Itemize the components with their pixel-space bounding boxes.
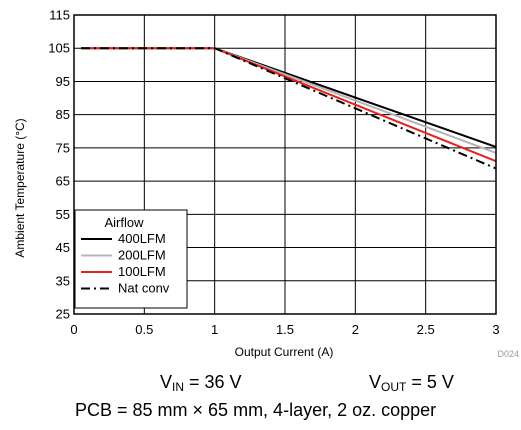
series-lines bbox=[81, 47, 497, 170]
y-tick-label: 85 bbox=[56, 107, 70, 122]
vin-subscript: IN bbox=[172, 380, 185, 394]
vin-value: = 36 V bbox=[184, 372, 242, 392]
x-tick-label: 2 bbox=[352, 322, 359, 337]
vin-symbol: V bbox=[160, 372, 173, 392]
x-tick-label: 3 bbox=[492, 322, 499, 337]
legend-label: 400LFM bbox=[118, 231, 166, 246]
y-tick-label: 45 bbox=[56, 240, 70, 255]
vout-subscript: OUT bbox=[381, 380, 407, 394]
series-line-100lfm bbox=[81, 47, 497, 163]
pcb-caption: PCB = 85 mm × 65 mm, 4-layer, 2 oz. copp… bbox=[75, 400, 437, 420]
legend-label: Nat conv bbox=[118, 281, 170, 296]
x-tick-label: 0 bbox=[70, 322, 77, 337]
vin-caption: VIN = 36 V bbox=[160, 372, 242, 394]
series-line-400lfm bbox=[81, 47, 497, 148]
vout-symbol: V bbox=[369, 372, 382, 392]
series-line-nat-conv bbox=[81, 47, 497, 170]
y-tick-label: 95 bbox=[56, 74, 70, 89]
legend-title: Airflow bbox=[104, 215, 144, 230]
y-tick-label: 115 bbox=[49, 8, 70, 23]
y-axis-label: Ambient Temperature (°C) bbox=[13, 118, 27, 257]
x-axis-label: Output Current (A) bbox=[235, 345, 334, 359]
x-tick-label: 1.5 bbox=[276, 322, 294, 337]
x-tick-label: 2.5 bbox=[417, 322, 435, 337]
legend-label: 200LFM bbox=[118, 248, 166, 263]
y-tick-label: 25 bbox=[56, 307, 70, 322]
y-tick-label: 75 bbox=[56, 140, 70, 155]
x-tick-label: 1 bbox=[211, 322, 218, 337]
plot-frame bbox=[73, 14, 497, 315]
legend-label: 100LFM bbox=[118, 264, 166, 279]
vout-value: = 5 V bbox=[406, 372, 454, 392]
figure-id: D024 bbox=[497, 349, 519, 359]
y-tick-label: 65 bbox=[56, 174, 70, 189]
y-tick-label: 105 bbox=[48, 41, 70, 56]
vout-caption: VOUT = 5 V bbox=[369, 372, 454, 394]
legend-box bbox=[74, 209, 188, 309]
y-tick-label: 55 bbox=[56, 207, 70, 222]
x-tick-labels: 0 0.5 1 1.5 2 2.5 3 bbox=[70, 322, 499, 337]
x-tick-label: 0.5 bbox=[135, 322, 153, 337]
y-tick-labels: 25 35 45 55 65 75 85 95 105 115 bbox=[48, 8, 70, 322]
y-tick-label: 35 bbox=[56, 273, 70, 288]
